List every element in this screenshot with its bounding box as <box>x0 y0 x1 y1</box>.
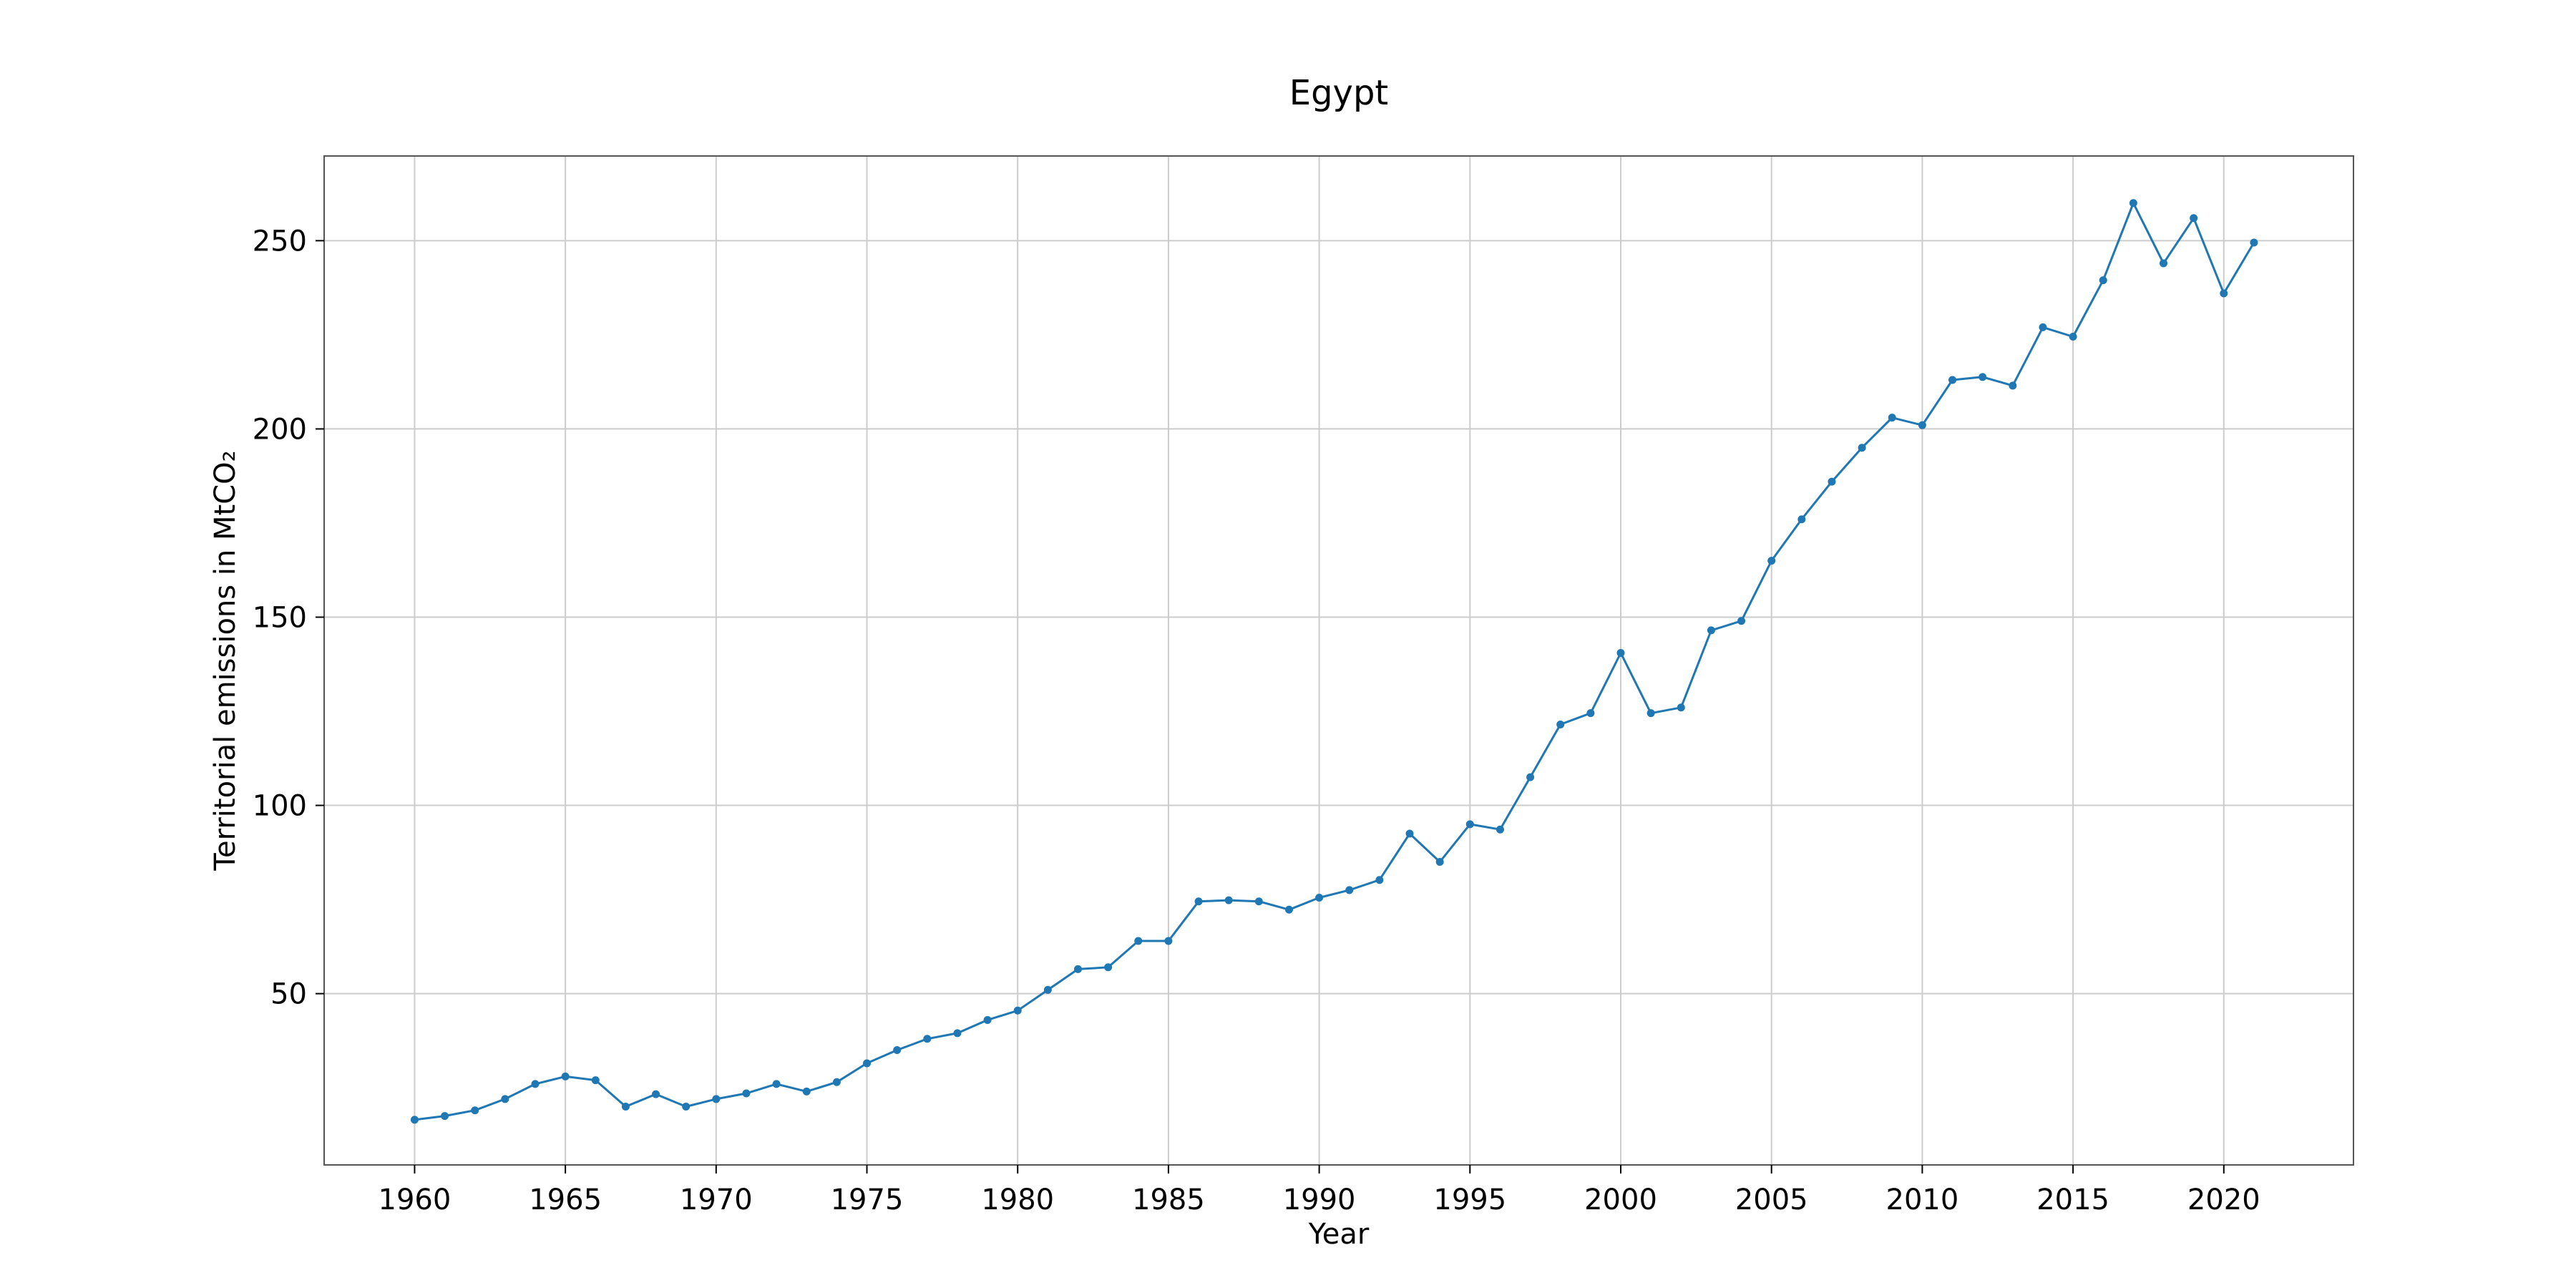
data-point <box>1677 703 1685 712</box>
data-point <box>441 1112 449 1121</box>
data-point <box>1315 893 1324 902</box>
series-polyline <box>414 202 2255 1121</box>
data-point <box>1465 820 1474 829</box>
data-point <box>652 1090 660 1098</box>
data-point <box>410 1116 419 1124</box>
x-tick-label: 1960 <box>379 1184 452 1216</box>
data-point <box>1586 709 1595 718</box>
data-point <box>863 1059 872 1068</box>
data-point <box>2160 259 2168 268</box>
x-tick-label: 1975 <box>831 1184 904 1216</box>
data-point <box>1767 557 1776 565</box>
data-point <box>561 1072 570 1080</box>
data-point <box>591 1076 600 1085</box>
data-point <box>772 1080 781 1088</box>
x-tick-label: 1965 <box>529 1184 602 1216</box>
data-point <box>1828 477 1836 486</box>
data-point <box>1948 376 1957 384</box>
data-point <box>471 1106 479 1115</box>
y-tick-label: 50 <box>270 978 307 1011</box>
data-point <box>1013 1006 1022 1015</box>
data-point <box>712 1095 721 1103</box>
x-tick-label: 1995 <box>1433 1184 1506 1216</box>
series-line <box>410 199 2258 1124</box>
x-axis-ticks: 1960 1965 1970 1975 1980 1985 1990 1995 2000 2005… <box>379 1165 2260 1216</box>
data-point <box>742 1089 751 1098</box>
data-point <box>2220 289 2228 298</box>
data-point <box>1707 626 1715 635</box>
data-point <box>501 1095 509 1103</box>
data-point <box>953 1029 962 1038</box>
x-tick-label: 2000 <box>1584 1184 1657 1216</box>
y-tick-label: 200 <box>253 413 307 446</box>
data-point <box>1526 773 1535 781</box>
data-point <box>2129 199 2137 208</box>
data-point <box>2190 214 2198 223</box>
chart-title: Egypt <box>1289 73 1389 113</box>
plot-frame <box>323 155 2354 1166</box>
data-point <box>983 1015 992 1024</box>
data-point <box>1616 648 1625 657</box>
x-tick-label: 2015 <box>2036 1184 2109 1216</box>
data-point <box>1134 937 1143 945</box>
data-point <box>1888 414 1896 422</box>
x-tick-label: 1970 <box>680 1184 753 1216</box>
data-point <box>1043 985 1052 994</box>
data-point <box>1284 905 1293 914</box>
data-point <box>1254 897 1263 906</box>
data-point <box>1375 876 1384 884</box>
y-tick-label: 100 <box>253 790 307 823</box>
data-point <box>682 1102 691 1111</box>
data-point <box>802 1087 811 1096</box>
data-point <box>832 1078 841 1086</box>
data-point <box>531 1080 540 1088</box>
data-point <box>1345 886 1354 894</box>
data-point <box>1405 829 1414 838</box>
data-point <box>2099 276 2107 285</box>
data-point <box>1164 937 1173 945</box>
data-point <box>2250 238 2258 247</box>
data-point <box>2039 323 2047 331</box>
x-axis-label: Year <box>1308 1218 1370 1251</box>
y-tick-label: 250 <box>253 225 307 258</box>
grid-lines <box>324 156 2353 1165</box>
data-point <box>1858 444 1866 452</box>
y-tick-label: 150 <box>253 601 307 634</box>
data-point <box>1194 897 1203 906</box>
data-point <box>1918 421 1926 429</box>
x-tick-label: 1980 <box>981 1184 1054 1216</box>
data-point <box>923 1035 932 1043</box>
data-point <box>1797 515 1806 524</box>
x-tick-label: 1985 <box>1132 1184 1205 1216</box>
x-tick-label: 2005 <box>1735 1184 1808 1216</box>
data-point <box>621 1102 630 1111</box>
y-axis-ticks: 50 100 150 200 250 <box>253 225 324 1011</box>
data-point <box>1224 896 1233 904</box>
data-point <box>1646 709 1655 718</box>
data-point <box>1979 373 1987 381</box>
x-tick-label: 2020 <box>2187 1184 2260 1216</box>
x-tick-label: 1990 <box>1283 1184 1356 1216</box>
x-tick-label: 2010 <box>1886 1184 1959 1216</box>
data-point <box>2009 381 2017 390</box>
data-point <box>2069 333 2077 341</box>
data-point <box>1737 617 1746 625</box>
data-point <box>893 1046 902 1055</box>
data-point <box>1435 857 1444 866</box>
data-point <box>1104 963 1113 972</box>
y-axis-label: Territorial emissions in MtCO₂ <box>209 450 242 871</box>
data-point <box>1496 825 1504 834</box>
data-point <box>1556 720 1565 728</box>
data-point <box>1073 965 1082 973</box>
